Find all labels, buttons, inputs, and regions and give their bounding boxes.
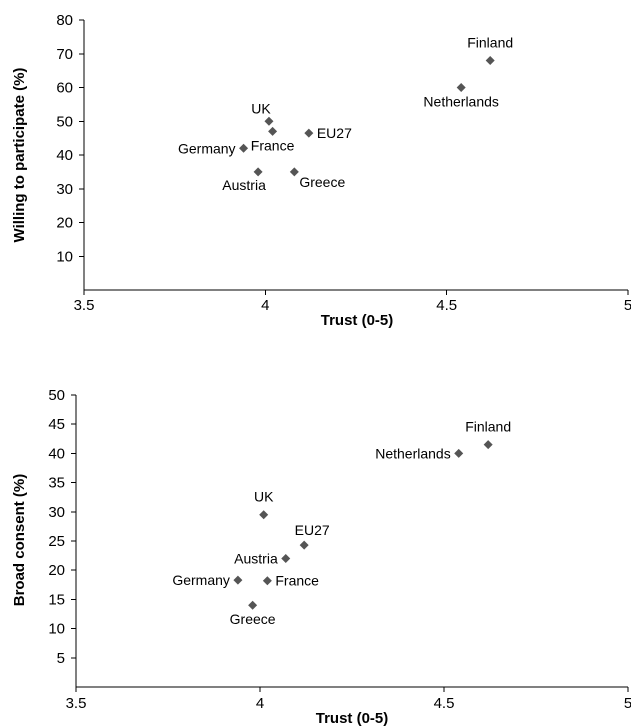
point-label-eu27: EU27 xyxy=(295,522,330,538)
y-tick-label: 25 xyxy=(48,533,65,550)
point-marker-eu27 xyxy=(304,128,314,138)
point-label-germany: Germany xyxy=(178,140,236,156)
point-marker-eu27 xyxy=(299,540,309,550)
point-label-france: France xyxy=(275,573,319,589)
x-tick-label: 4.5 xyxy=(436,297,457,314)
y-tick-label: 35 xyxy=(48,475,65,492)
y-axis-title: Broad consent (%) xyxy=(11,474,28,607)
y-tick-label: 50 xyxy=(56,113,73,130)
y-axis-title: Willing to participate (%) xyxy=(11,68,28,243)
y-tick-label: 5 xyxy=(57,650,65,667)
y-tick-label: 40 xyxy=(56,147,73,164)
point-label-uk: UK xyxy=(254,489,274,505)
y-tick-label: 10 xyxy=(56,248,73,265)
point-marker-austria xyxy=(281,554,291,564)
point-label-austria: Austria xyxy=(234,551,278,567)
x-tick-label: 5 xyxy=(624,297,631,314)
y-ticks: 5 10 15 20 25 30 35 40 45 50 xyxy=(48,387,76,667)
x-ticks: 3.5 4 4.5 5 xyxy=(74,290,631,314)
y-tick-label: 20 xyxy=(48,562,65,579)
y-tick-label: 10 xyxy=(48,621,65,638)
y-tick-label: 80 xyxy=(56,12,73,29)
y-tick-label: 70 xyxy=(56,46,73,63)
data-points: Finland Netherlands UK France EU27 Germany Aus… xyxy=(178,35,513,193)
chart-willing-to-participate: 10 20 30 40 50 60 70 80 3.5 4 4.5 5 Finland Netherl… xyxy=(11,12,631,329)
y-tick-label: 30 xyxy=(56,181,73,198)
point-marker-germany xyxy=(239,143,249,153)
x-tick-label: 4.5 xyxy=(434,695,455,712)
x-tick-label: 4 xyxy=(261,297,269,314)
point-marker-germany xyxy=(233,575,243,585)
point-label-greece: Greece xyxy=(230,611,276,627)
point-label-germany: Germany xyxy=(172,572,230,588)
point-marker-france xyxy=(262,576,272,586)
y-tick-label: 15 xyxy=(48,591,65,608)
y-ticks: 10 20 30 40 50 60 70 80 xyxy=(56,12,84,265)
point-label-finland: Finland xyxy=(467,35,513,51)
x-ticks: 3.5 4 4.5 5 xyxy=(66,687,631,712)
point-marker-netherlands xyxy=(456,83,466,92)
y-tick-label: 30 xyxy=(48,504,65,521)
point-label-finland: Finland xyxy=(465,419,511,435)
point-marker-finland xyxy=(483,440,493,450)
point-marker-greece xyxy=(248,600,258,610)
x-axis-title: Trust (0-5) xyxy=(316,710,389,727)
point-marker-greece xyxy=(289,167,299,177)
point-label-france: France xyxy=(251,137,295,153)
point-marker-uk xyxy=(264,116,274,126)
x-tick-label: 3.5 xyxy=(74,297,95,314)
y-tick-label: 20 xyxy=(56,215,73,232)
point-label-netherlands: Netherlands xyxy=(423,94,499,110)
point-label-austria: Austria xyxy=(222,177,266,193)
y-tick-label: 40 xyxy=(48,445,65,462)
point-marker-finland xyxy=(485,56,495,65)
x-axis-title: Trust (0-5) xyxy=(321,312,394,329)
y-tick-label: 45 xyxy=(48,416,65,433)
point-label-netherlands: Netherlands xyxy=(375,445,451,461)
x-tick-label: 3.5 xyxy=(66,695,87,712)
chart-broad-consent: 5 10 15 20 25 30 35 40 45 50 3.5 4 4.5 5 Finland Neth… xyxy=(11,387,631,727)
point-marker-france xyxy=(268,126,278,136)
point-marker-netherlands xyxy=(454,448,464,458)
y-tick-label: 60 xyxy=(56,80,73,97)
point-marker-uk xyxy=(259,510,269,520)
x-tick-label: 5 xyxy=(624,695,631,712)
point-label-greece: Greece xyxy=(299,174,345,190)
y-tick-label: 50 xyxy=(48,387,65,404)
x-tick-label: 4 xyxy=(256,695,264,712)
point-marker-austria xyxy=(253,167,263,177)
point-label-eu27: EU27 xyxy=(317,125,352,141)
point-label-uk: UK xyxy=(251,100,271,116)
